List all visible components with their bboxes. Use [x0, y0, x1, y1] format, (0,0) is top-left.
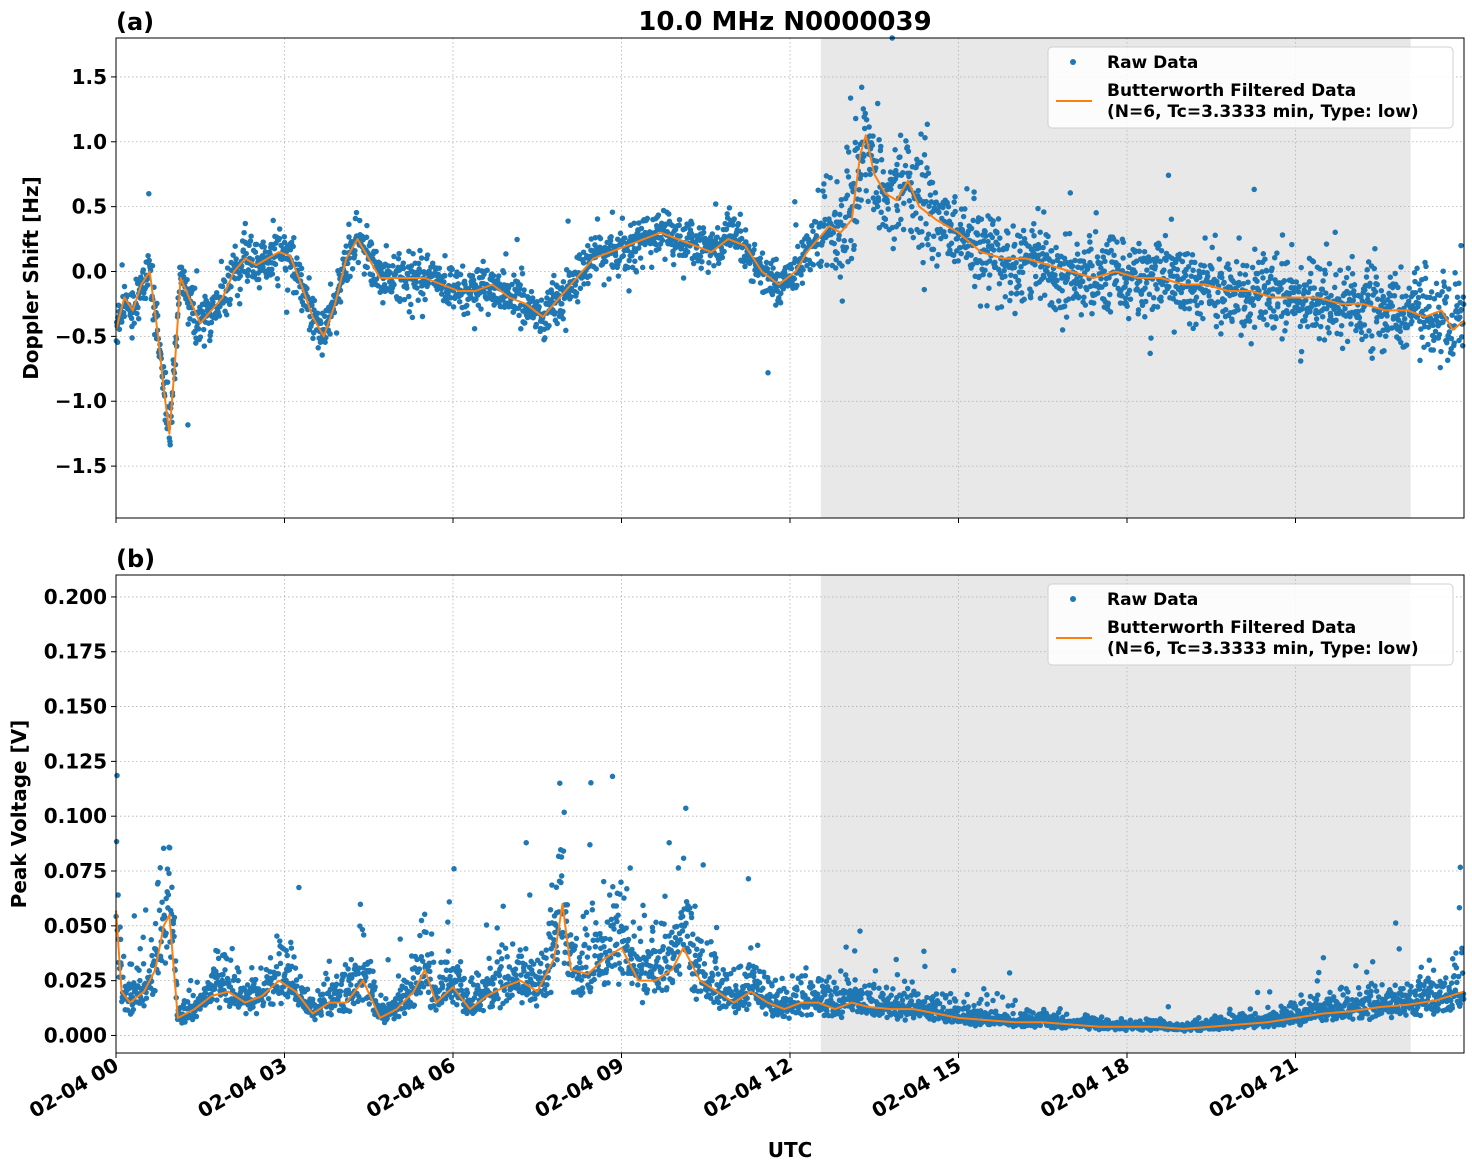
panel-b-label: (b) — [116, 545, 155, 573]
panel-a-doppler-shift: (a) Doppler Shift [Hz] −1.5 −1.0 −0.5 0.0 0.… — [19, 8, 1467, 523]
panel-a-legend-filtered-label: Butterworth Filtered Data — [1107, 81, 1356, 101]
panel-a-label: (a) — [116, 8, 154, 36]
filtered-data-line — [115, 134, 1465, 435]
x-tick-label: 02-04 18 — [1036, 1053, 1134, 1123]
panel-a-legend-raw-label: Raw Data — [1107, 53, 1198, 73]
panel-a-legend-raw-marker — [1070, 59, 1076, 65]
panel-b-legend-raw-label: Raw Data — [1107, 590, 1198, 610]
y-tick-label: −0.5 — [55, 324, 107, 348]
panel-b-y-axis-label: Peak Voltage [V] — [7, 720, 31, 909]
y-tick-label: 0.125 — [44, 749, 107, 773]
y-tick-label: −1.0 — [55, 389, 107, 413]
panel-a-filtered-line — [115, 134, 1465, 435]
panel-b-legend-filtered-params: (N=6, Tc=3.3333 min, Type: low) — [1107, 639, 1419, 659]
y-tick-label: 0.050 — [44, 914, 107, 938]
panel-a-ticks: −1.5 −1.0 −0.5 0.0 0.5 1.0 1.5 — [55, 65, 1296, 523]
panel-b-legend-raw-marker — [1070, 596, 1076, 602]
x-tick-label: 02-04 21 — [1204, 1053, 1302, 1123]
y-tick-label: 0.025 — [44, 969, 107, 993]
panel-b-filtered-line — [115, 902, 1465, 1030]
filtered-data-line — [115, 902, 1465, 1030]
x-tick-label: 02-04 03 — [193, 1053, 291, 1123]
x-tick-label: 02-04 00 — [25, 1053, 123, 1123]
y-tick-label: 0.200 — [44, 585, 107, 609]
panel-b-ticks: 0.000 0.025 0.050 0.075 0.100 0.125 0.150 0.175… — [44, 585, 1296, 1058]
y-tick-label: 1.5 — [72, 65, 107, 89]
x-tick-label: 02-04 12 — [699, 1053, 797, 1123]
x-tick-label: 02-04 15 — [867, 1053, 965, 1123]
x-axis-label: UTC — [768, 1138, 813, 1162]
x-tick-labels: 02-04 00 02-04 03 02-04 06 02-04 09 02-04 12… — [25, 1053, 1302, 1123]
y-tick-label: −1.5 — [55, 454, 107, 478]
panel-a-y-axis-label: Doppler Shift [Hz] — [19, 176, 43, 380]
panel-b-legend: Raw Data Butterworth Filtered Data (N=6,… — [1047, 583, 1454, 666]
panel-b-peak-voltage: (b) Peak Voltage [V] 0.000 0.025 0.050 0.07… — [7, 545, 1467, 1058]
x-tick-label: 02-04 06 — [362, 1053, 460, 1123]
chart-title: 10.0 MHz N0000039 — [638, 7, 931, 37]
panel-a-legend-filtered-params: (N=6, Tc=3.3333 min, Type: low) — [1107, 102, 1419, 122]
panel-b-legend-box — [1047, 583, 1454, 666]
y-tick-label: 1.0 — [72, 130, 107, 154]
y-tick-label: 0.100 — [44, 804, 107, 828]
panel-a-legend-box — [1047, 46, 1454, 129]
panel-a-legend: Raw Data Butterworth Filtered Data (N=6,… — [1047, 46, 1454, 129]
y-tick-label: 0.175 — [44, 640, 107, 664]
y-tick-label: 0.5 — [72, 195, 107, 219]
y-tick-label: 0.000 — [44, 1023, 107, 1047]
x-tick-label: 02-04 09 — [530, 1053, 628, 1123]
y-tick-label: 0.075 — [44, 859, 107, 883]
y-tick-label: 0.0 — [72, 260, 107, 284]
panel-b-legend-filtered-label: Butterworth Filtered Data — [1107, 618, 1356, 638]
y-tick-label: 0.150 — [44, 695, 107, 719]
